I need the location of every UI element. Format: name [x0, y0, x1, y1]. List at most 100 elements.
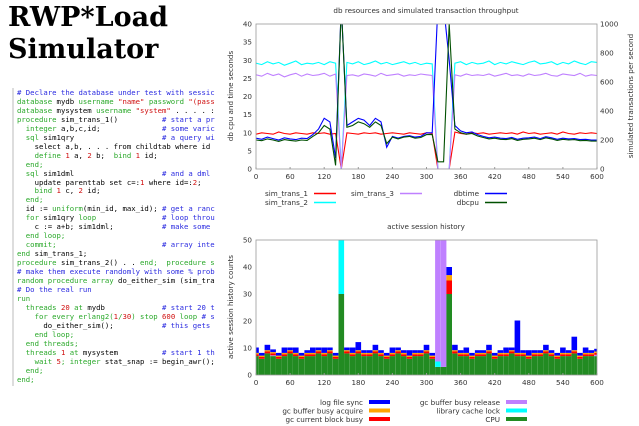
bar-log-file-sync — [406, 350, 413, 356]
bar-CPU — [503, 356, 509, 375]
code-literal: 1 — [60, 347, 66, 357]
code-keyword: sql — [17, 132, 44, 142]
code-keyword: bind — [17, 186, 57, 196]
code-comment: # and a dml — [162, 168, 211, 178]
bar-log-file-sync — [520, 350, 526, 353]
code-line: c := a+b; sim1dml; # make some — [17, 222, 217, 232]
bar-CPU — [344, 353, 350, 375]
bar-gc-current-block-busy — [526, 356, 532, 359]
bar-log-file-sync — [366, 350, 373, 353]
bar-CPU — [446, 294, 452, 375]
code-text: ; — [197, 177, 202, 187]
code-text: sim_trans_1; — [34, 249, 88, 259]
bar-gc-current-block-busy — [582, 354, 589, 357]
bar-gc-buffer-busy-acquire — [321, 352, 327, 355]
bar-CPU — [315, 353, 322, 375]
bar-gc-buffer-busy-acquire — [571, 350, 578, 352]
bar-CPU — [565, 356, 572, 375]
bar-log-file-sync — [395, 347, 401, 351]
code-keyword: commit; — [17, 240, 57, 250]
bar-gc-buffer-busy-acquire — [474, 352, 481, 355]
x-tick-label: 420 — [488, 172, 502, 181]
bar-log-file-sync — [594, 348, 597, 352]
y-tick-label: 50 — [243, 236, 253, 245]
code-line: procedure sim_trans_2() . . end; procedu… — [17, 258, 217, 268]
bar-log-file-sync — [298, 352, 305, 356]
code-comment: # get a ranc — [162, 204, 215, 214]
y-tick-label: 30 — [243, 56, 253, 65]
bar-gc-current-block-busy — [548, 354, 555, 357]
code-line: end loop; — [17, 329, 217, 340]
bar-gc-current-block-busy — [463, 354, 470, 357]
bar-CPU — [321, 356, 327, 375]
bar-log-file-sync — [491, 352, 498, 356]
bar-gc-buffer-busy-acquire — [389, 352, 396, 355]
bar-gc-current-block-busy — [355, 351, 362, 354]
code-line: end threads; — [17, 339, 217, 349]
code-comment: # loop throu — [162, 213, 215, 223]
bar-CPU — [474, 356, 481, 375]
code-keyword: run — [17, 293, 31, 303]
bar-CPU — [395, 353, 401, 375]
code-line: end; — [17, 160, 217, 170]
bar-log-file-sync — [554, 352, 560, 356]
bar-log-file-sync — [383, 352, 390, 356]
bar-log-file-sync — [361, 350, 367, 353]
bar-log-file-sync — [503, 347, 509, 353]
bar-CPU — [383, 358, 390, 375]
code-keyword: end loop; — [17, 329, 75, 339]
series-line-dbcpu — [256, 24, 597, 166]
bar-gc-buffer-busy-acquire — [548, 352, 555, 355]
bar-CPU — [509, 353, 515, 375]
bar-gc-buffer-busy-acquire — [446, 275, 452, 281]
chart-title: db resources and simulated transaction t… — [333, 6, 518, 15]
code-text: sim_trans_1() — [60, 114, 162, 124]
y-tick-label: 25 — [243, 74, 252, 83]
bar-log-file-sync — [469, 352, 475, 356]
code-comment: # make them execute randomly with some %… — [17, 267, 215, 277]
app-title-line1: RWP*Load — [8, 2, 168, 33]
code-keyword: database — [17, 96, 57, 106]
bar-gc-current-block-busy — [344, 351, 350, 354]
code-literal: 2 — [78, 186, 83, 196]
bar-gc-current-block-busy — [256, 354, 259, 357]
x-tick-label: 480 — [522, 172, 536, 181]
bar-gc-buffer-busy-acquire — [287, 350, 293, 352]
code-line: for every erlang2(1/30) stop 600 loop # … — [17, 312, 217, 322]
bar-gc-current-block-busy — [378, 354, 384, 357]
bar-CPU — [401, 356, 407, 375]
bar-gc-current-block-busy — [509, 351, 515, 354]
series-line-sim_trans_2 — [256, 60, 597, 169]
bar-gc-buffer-busy-release — [440, 240, 447, 367]
bar-gc-current-block-busy — [554, 356, 560, 359]
bar-CPU — [560, 356, 566, 375]
bar-CPU — [406, 358, 413, 375]
code-text: sim1qry — [43, 213, 79, 223]
y-axis-label: active session history counts — [226, 255, 235, 359]
x-tick-label: 60 — [286, 172, 296, 181]
y2-tick-label: 0 — [600, 165, 605, 174]
plot-frame — [255, 23, 598, 170]
code-line: select a,b, . . . from childtab where id — [17, 142, 217, 152]
code-keyword: for — [17, 213, 44, 223]
bar-gc-current-block-busy — [275, 356, 282, 359]
bar-gc-current-block-busy — [304, 354, 310, 357]
bar-CPU — [270, 356, 276, 375]
bar-gc-buffer-busy-acquire — [503, 352, 509, 355]
bar-log-file-sync — [281, 347, 288, 353]
code-comment: # Do the real run — [17, 284, 92, 294]
x-tick-label: 360 — [454, 378, 468, 387]
legend-swatch — [506, 417, 527, 421]
code-keyword: end; — [17, 365, 44, 375]
code-line: run — [17, 293, 217, 304]
bar-CPU — [531, 356, 538, 375]
y-tick-label: 30 — [243, 290, 253, 299]
code-keyword: at — [69, 302, 88, 312]
bar-log-file-sync — [372, 344, 379, 351]
y-tick-label: 10 — [243, 344, 253, 353]
legend-swatch — [506, 408, 527, 413]
bar-gc-buffer-busy-acquire — [275, 355, 282, 357]
bar-log-file-sync — [256, 347, 259, 353]
code-comment: # Declare the database under test with s… — [17, 88, 215, 97]
x-tick-label: 180 — [351, 378, 365, 387]
